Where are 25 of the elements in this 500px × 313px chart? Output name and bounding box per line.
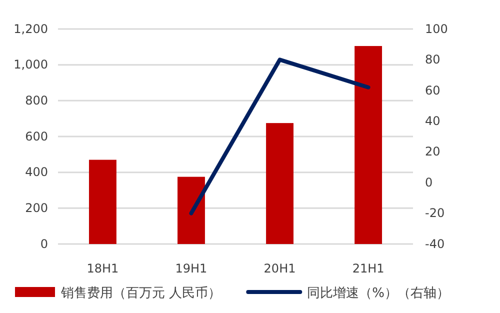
x-tick-label: 21H1 (352, 262, 384, 276)
y2-tick-label: 80 (425, 52, 440, 67)
bar (88, 160, 116, 244)
y-tick-label: 1,000 (14, 58, 48, 72)
y-tick-label: 200 (25, 201, 48, 216)
y-tick-label: 600 (25, 129, 48, 144)
y-tick-label: 800 (25, 94, 48, 108)
legend-label: 同比增速（%）（右轴） (307, 286, 450, 301)
bar (178, 176, 205, 244)
y2-tick-label: -40 (425, 236, 445, 251)
y2-tick-label: 40 (425, 114, 440, 128)
y-tick-label: 1,200 (14, 22, 48, 36)
x-tick-label: 20H1 (264, 262, 296, 276)
x-tick-label: 19H1 (175, 262, 208, 276)
x-tick-label: 18H1 (86, 262, 119, 276)
bar (266, 123, 294, 244)
legend-label: 销售费用（百万元 人民币） (60, 286, 222, 301)
y-tick-label: 0 (40, 236, 48, 251)
y2-tick-label: -20 (425, 206, 445, 220)
y2-tick-label: 60 (425, 83, 440, 98)
y2-tick-label: 100 (425, 22, 448, 36)
y-tick-label: 400 (25, 165, 48, 180)
y2-tick-label: 0 (425, 175, 433, 190)
y2-tick-label: 20 (425, 144, 440, 159)
bar (354, 46, 382, 244)
